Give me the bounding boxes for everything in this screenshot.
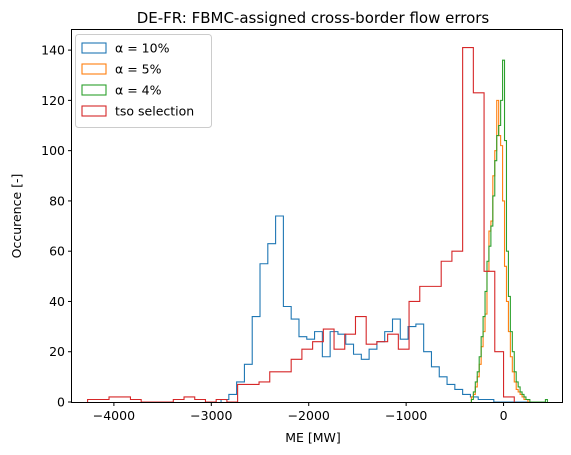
legend-swatch-0 <box>81 42 107 54</box>
x-tick-label: −2000 <box>288 408 330 423</box>
x-axis-label: ME [MW] <box>285 430 341 445</box>
legend-label-3: tso selection <box>115 104 194 119</box>
histogram-series-0 <box>220 215 533 403</box>
y-tick-label: 0 <box>57 395 65 410</box>
legend-entries: α = 10% α = 5% α = 4% tso selection <box>81 41 194 119</box>
legend-swatch-1 <box>81 63 107 75</box>
x-tick-label: −4000 <box>93 408 135 423</box>
legend-swatch-2 <box>81 84 107 96</box>
chart-title: DE-FR: FBMC-assigned cross-border flow e… <box>137 9 490 27</box>
y-axis-label: Occurence [-] <box>9 174 24 259</box>
y-tick-label: 120 <box>41 93 65 108</box>
legend-box <box>75 34 212 128</box>
x-tick-label: 0 <box>500 408 508 423</box>
series-layer <box>87 47 548 403</box>
legend-swatch-3 <box>81 105 107 117</box>
axes-frame <box>71 29 563 403</box>
y-tick-label: 60 <box>49 244 65 259</box>
x-tick-label: −1000 <box>385 408 427 423</box>
histogram-series-1 <box>470 99 536 403</box>
y-tick-label: 80 <box>49 193 65 208</box>
histogram-series-2 <box>470 59 548 403</box>
plot-area: −4000 −3000 −2000 −1000 0 0 20 40 60 80 100 120 140 <box>41 29 563 423</box>
x-axis: −4000 −3000 −2000 −1000 0 <box>93 402 508 423</box>
legend-label-1: α = 5% <box>115 62 162 77</box>
y-tick-label: 100 <box>41 143 65 158</box>
x-tick-label: −3000 <box>190 408 232 423</box>
y-tick-label: 140 <box>41 43 65 58</box>
y-tick-label: 40 <box>49 294 65 309</box>
y-tick-label: 20 <box>49 344 65 359</box>
legend: α = 10% α = 5% α = 4% tso selection <box>75 34 212 128</box>
legend-label-2: α = 4% <box>115 83 162 98</box>
y-axis: 0 20 40 60 80 100 120 140 <box>41 43 72 410</box>
legend-label-0: α = 10% <box>115 41 170 56</box>
histogram-series-3 <box>87 47 515 403</box>
